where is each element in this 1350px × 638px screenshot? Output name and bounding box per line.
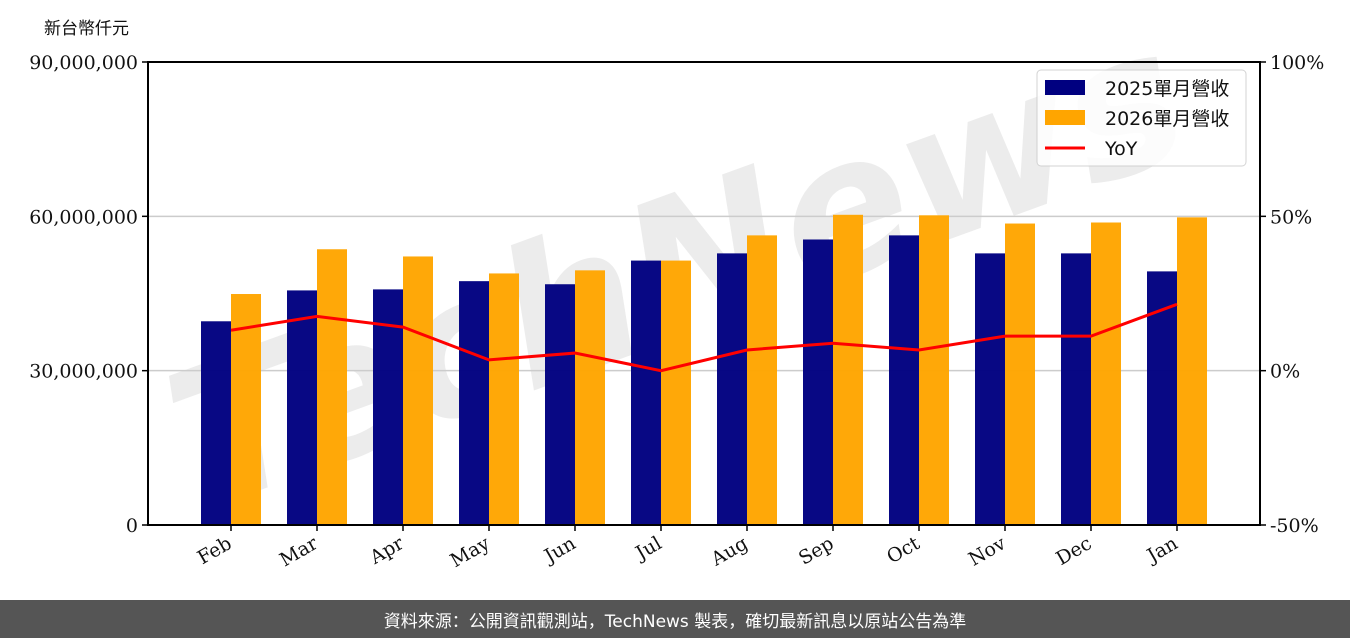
left-tick-label: 30,000,000 [29,361,138,383]
bar-2025-jun [545,284,575,525]
bar-2026-may [489,273,519,525]
plot-frame [147,61,1261,526]
yoy-line [230,302,1178,373]
x-tick-label: Sep [795,532,838,569]
bar-2025-aug [717,253,747,525]
left-tick-label: 90,000,000 [29,52,138,74]
bar-2026-sep [833,214,863,526]
legend-label: 2025單月營收 [1105,78,1229,100]
legend-box [1036,69,1247,167]
x-tick-label: Nov [965,532,1010,571]
left-tick-label: 60,000,000 [29,206,138,228]
bar-2025-nov [975,253,1005,525]
bar-2025-jul [631,260,661,525]
source-text: 資料來源：公開資訊觀測站，TechNews 製表，確切最新訊息以原站公告為準 [383,611,967,632]
bar-2026-nov [1005,223,1035,525]
x-tick-label: Jan [1142,532,1182,568]
bar-2026-dec [1091,222,1121,526]
right-tick-label: 50% [1270,206,1312,228]
legend-label: 2026單月營收 [1105,108,1229,130]
left-tick-label: 0 [126,515,138,537]
x-tick-label: Dec [1052,532,1095,570]
bar-2026-aug [747,235,777,525]
bar-2026-apr [403,256,433,525]
bar-2025-dec [1061,253,1091,525]
bar-2026-jan [1177,217,1207,525]
x-tick-label: Jul [630,532,665,565]
bar-2025-may [459,281,489,525]
bar-2025-mar [287,290,317,525]
source-footer: 資料來源：公開資訊觀測站，TechNews 製表，確切最新訊息以原站公告為準 [0,600,1350,638]
bar-2026-oct [919,215,949,525]
legend-swatch [1045,110,1085,125]
legend-label: YoY [1104,138,1138,160]
right-tick-label: 0% [1270,361,1300,383]
legend-swatch [1045,80,1085,95]
bar-2026-jun [575,270,605,525]
x-tick-label: Mar [276,532,322,571]
right-tick-label: 100% [1270,52,1324,74]
x-tick-label: Oct [883,532,924,568]
bar-2025-feb [201,321,231,525]
bar-2026-feb [231,294,261,525]
x-tick-label: Apr [365,532,408,569]
bar-2025-oct [889,235,919,525]
unit-label: 新台幣仟元 [44,19,129,39]
x-tick-label: Aug [707,532,752,571]
right-tick-label: -50% [1270,515,1319,537]
revenue-chart: TechNews030,000,00060,000,00090,000,000-… [29,0,1324,572]
bar-2025-apr [373,289,403,525]
bar-2025-sep [803,239,833,525]
bar-2026-jul [661,260,691,525]
bar-2026-mar [317,249,347,525]
x-tick-label: May [447,532,494,572]
x-tick-label: Jun [539,532,580,568]
